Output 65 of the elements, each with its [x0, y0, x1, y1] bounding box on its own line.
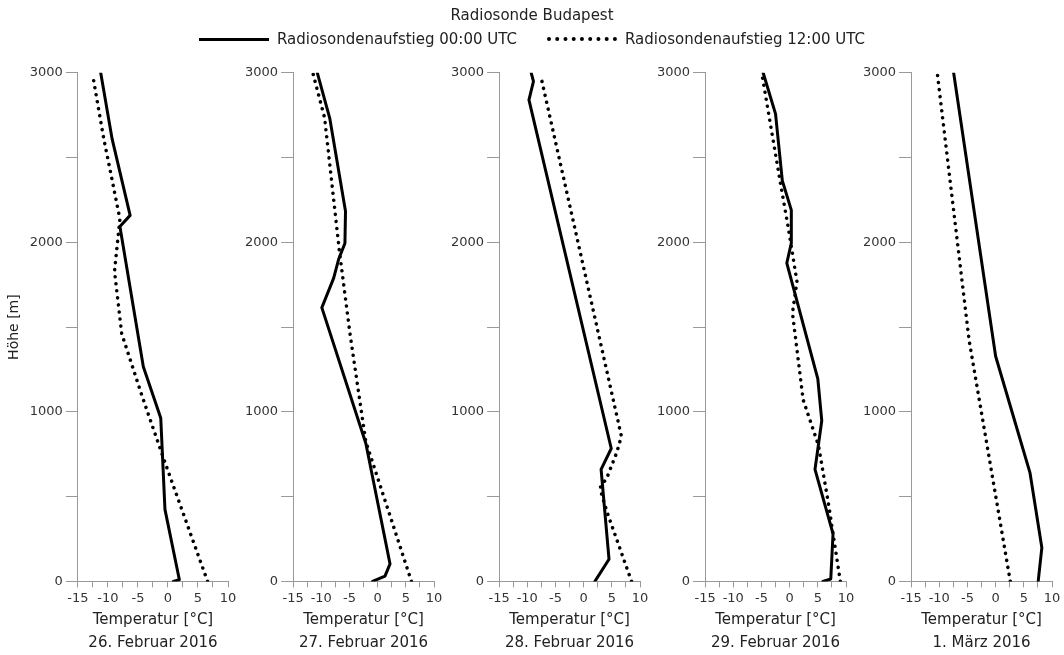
x-axis-title: Temperatur [°C] — [508, 609, 630, 628]
x-axis-title: Temperatur [°C] — [91, 609, 214, 628]
x-tick-label: -5 — [960, 589, 974, 605]
y-tick-label: 3000 — [862, 64, 897, 80]
x-axis-title: Temperatur [°C] — [714, 609, 836, 628]
x-axis-title: Temperatur [°C] — [920, 609, 1042, 628]
x-tick-label: 5 — [401, 589, 410, 605]
x-tick-label: -10 — [516, 589, 538, 605]
x-tick-label: -15 — [900, 589, 922, 605]
x-tick-label: 10 — [219, 589, 237, 605]
legend-label: Radiosondenaufstieg 00:00 UTC — [277, 30, 517, 48]
text: 26. Februar 2016 — [88, 633, 218, 652]
x-tick-label: 10 — [1043, 589, 1061, 605]
text: 29. Februar 2016 — [710, 633, 841, 652]
y-tick-label: 1000 — [244, 403, 279, 419]
x-tick-label: -5 — [548, 589, 562, 605]
x-tick-label: 0 — [785, 589, 794, 605]
x-tick-label: 5 — [813, 589, 822, 605]
x-tick-label: 0 — [579, 589, 588, 605]
x-tick-label: -5 — [131, 589, 145, 605]
x-tick-label: 10 — [837, 589, 855, 605]
x-tick-label: 0 — [991, 589, 1000, 605]
x-tick-label: -15 — [488, 589, 510, 605]
y-tick-label: 2000 — [862, 233, 897, 249]
x-axis-title: Temperatur [°C] — [302, 609, 424, 628]
x-tick-label: 5 — [193, 589, 203, 605]
x-tick-label: -10 — [722, 589, 744, 605]
line-series — [311, 72, 414, 582]
y-axis-title: Höhe [m] — [5, 294, 22, 360]
y-tick-label: 1000 — [450, 403, 485, 419]
x-tick-label: 5 — [1019, 589, 1028, 605]
y-tick-label: 0 — [681, 572, 691, 588]
x-tick-label: -15 — [282, 589, 304, 605]
y-tick-label: 3000 — [29, 64, 63, 80]
chart-title: Radiosonde Budapest — [450, 6, 614, 24]
x-tick-label: 10 — [631, 589, 649, 605]
text: 28. Februar 2016 — [504, 633, 635, 652]
y-tick-label: 0 — [54, 572, 63, 588]
y-tick-label: 0 — [475, 572, 485, 588]
y-tick-label: 1000 — [29, 403, 63, 419]
y-tick-label: 3000 — [244, 64, 279, 80]
y-tick-label: 1000 — [862, 403, 897, 419]
x-tick-label: -10 — [97, 589, 119, 605]
y-tick-label: 1000 — [656, 403, 691, 419]
x-tick-label: 0 — [163, 589, 173, 605]
x-tick-label: 0 — [373, 589, 382, 605]
x-tick-label: -5 — [342, 589, 356, 605]
y-tick-label: 3000 — [450, 64, 485, 80]
y-tick-label: 0 — [887, 572, 897, 588]
y-tick-label: 2000 — [656, 233, 691, 249]
legend-label: Radiosondenaufstieg 12:00 UTC — [625, 30, 865, 48]
y-tick-label: 2000 — [450, 233, 485, 249]
x-tick-label: 5 — [607, 589, 616, 605]
y-tick-label: 0 — [269, 572, 279, 588]
y-tick-label: 2000 — [29, 233, 63, 249]
x-tick-label: -10 — [928, 589, 950, 605]
text: 1. März 2016 — [932, 633, 1031, 652]
x-tick-label: -10 — [310, 589, 332, 605]
x-tick-label: -15 — [694, 589, 716, 605]
x-tick-label: -5 — [754, 589, 768, 605]
text: 27. Februar 2016 — [298, 633, 429, 652]
x-tick-label: 10 — [425, 589, 443, 605]
x-tick-label: -15 — [67, 589, 89, 605]
y-tick-label: 2000 — [244, 233, 279, 249]
y-tick-label: 3000 — [656, 64, 691, 80]
